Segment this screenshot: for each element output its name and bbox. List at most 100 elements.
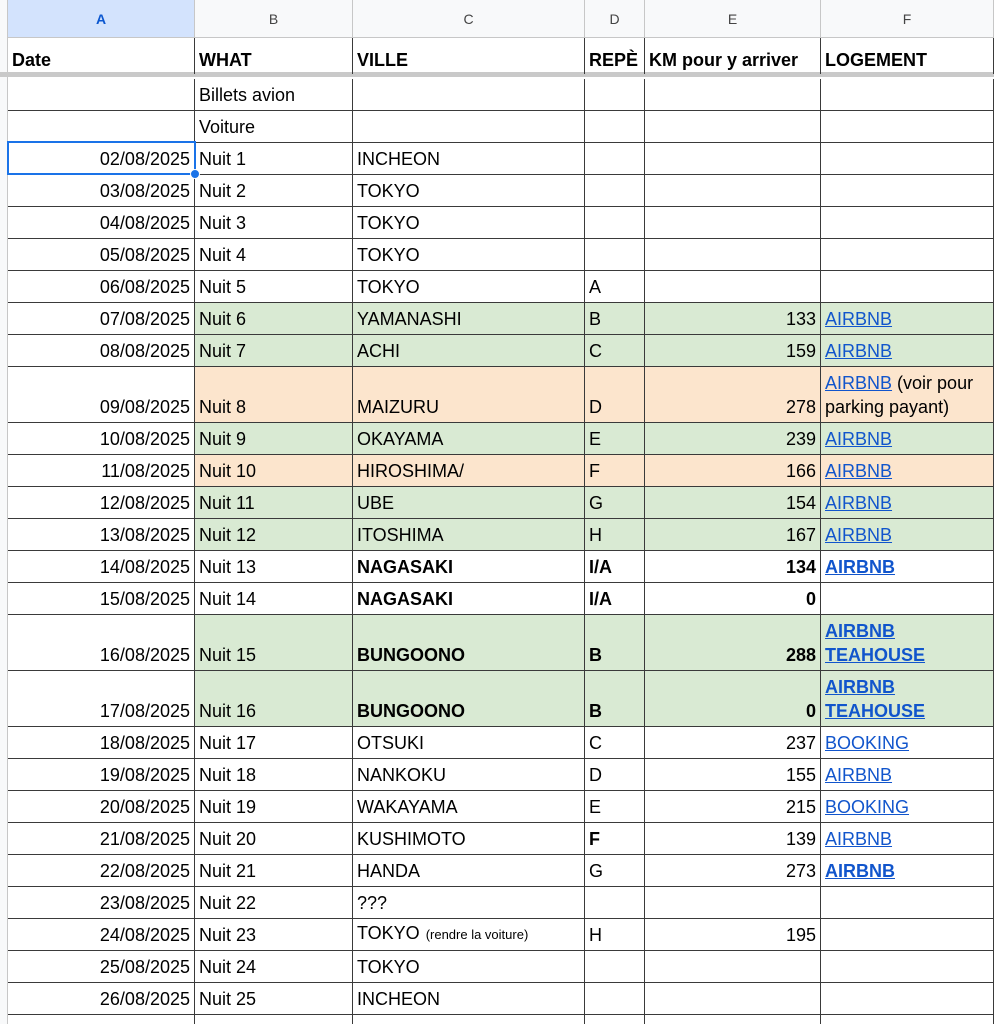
cell [645, 239, 821, 271]
cell-text: Nuit 9 [199, 429, 247, 449]
cell [821, 887, 994, 919]
cell-text: 21/08/2025 [99, 829, 190, 849]
cell-text: NAGASAKI [357, 557, 454, 577]
cell [195, 1015, 353, 1024]
link: TEAHOUSE [825, 645, 926, 665]
header-cell: VILLE [353, 38, 585, 74]
cell: I/A [585, 583, 645, 615]
cell-text: 23/08/2025 [99, 893, 190, 913]
cell: Nuit 1 [195, 143, 353, 175]
cell-text: ACHI [357, 341, 401, 361]
link: AIRBNB [825, 621, 895, 641]
cell-text: Nuit 19 [199, 797, 257, 817]
cell: Nuit 2 [195, 175, 353, 207]
cell: INCHEON [353, 983, 585, 1015]
cell-text: Nuit 23 [199, 925, 257, 945]
cell-text: 12/08/2025 [99, 493, 190, 513]
link[interactable]: AIRBNB [825, 341, 893, 361]
cell: 278 [645, 367, 821, 423]
cell: H [585, 519, 645, 551]
link[interactable]: AIRBNB [825, 765, 893, 785]
cell [353, 111, 585, 143]
cell: 23/08/2025 [8, 887, 195, 919]
cell-text: A [589, 277, 602, 297]
cell-text: 07/08/2025 [99, 309, 190, 329]
cell: KUSHIMOTO [353, 823, 585, 855]
cell: AIRBNB [821, 487, 994, 519]
link[interactable]: AIRBNB [825, 525, 893, 545]
cell-text: D [589, 397, 602, 417]
cell: NAGASAKI [353, 551, 585, 583]
cell-text: Nuit 20 [199, 829, 257, 849]
link[interactable]: AIRBNB [825, 493, 893, 513]
cell: F [585, 823, 645, 855]
cell: AIRBNB [821, 455, 994, 487]
cell: 26/08/2025 [8, 983, 195, 1015]
cell-text: Nuit 22 [199, 893, 257, 913]
cell-text: 159 [785, 341, 816, 361]
cell: 159 [645, 335, 821, 367]
link[interactable]: BOOKING [825, 797, 910, 817]
cell: AIRBNB [821, 823, 994, 855]
cell [821, 919, 994, 951]
cell: 09/08/2025 [8, 367, 195, 423]
cell [645, 175, 821, 207]
link[interactable]: BOOKING [825, 733, 910, 753]
cell [585, 143, 645, 175]
cell-content: AIRBNB (voir pour parking payant) [825, 371, 989, 419]
cell-text: HANDA [357, 861, 421, 881]
cell: 07/08/2025 [8, 303, 195, 335]
cell: 195 [645, 919, 821, 951]
cell-text: HIROSHIMA/ [357, 461, 465, 481]
link[interactable]: AIRBNB [825, 429, 893, 449]
cell [585, 175, 645, 207]
cell: Nuit 15 [195, 615, 353, 671]
cell-text: Nuit 5 [199, 277, 247, 297]
cell: Billets avion [195, 79, 353, 111]
link[interactable]: AIRBNB [825, 461, 893, 481]
cell: Nuit 11 [195, 487, 353, 519]
cell: G [585, 487, 645, 519]
cell: 288 [645, 615, 821, 671]
cell-text: TOKYO [357, 181, 420, 201]
cell: Nuit 12 [195, 519, 353, 551]
link[interactable]: AIRBNB [825, 373, 893, 393]
cell-text: TOKYO [357, 245, 420, 265]
cell [645, 79, 821, 111]
cell: 22/08/2025 [8, 855, 195, 887]
cell: UBE [353, 487, 585, 519]
link[interactable]: AIRBNB [825, 861, 895, 881]
cell-text: Nuit 21 [199, 861, 257, 881]
cell-note: (rendre la voiture) [425, 927, 529, 942]
cell-text: G [589, 493, 604, 513]
cell-text: 04/08/2025 [99, 213, 190, 233]
cell: TOKYO [353, 239, 585, 271]
link[interactable]: AIRBNB [825, 557, 895, 577]
cell: G [585, 855, 645, 887]
cell-text: 237 [785, 733, 816, 753]
cell: Nuit 19 [195, 791, 353, 823]
cell-text: B [589, 701, 602, 721]
cell: AIRBNB [821, 303, 994, 335]
cell-text: NANKOKU [357, 765, 447, 785]
cell: C [585, 727, 645, 759]
cell: AIRBNB [821, 759, 994, 791]
cell: TOKYO [353, 271, 585, 303]
cell: 15/08/2025 [8, 583, 195, 615]
cell-text: 166 [785, 461, 816, 481]
cell: 18/08/2025 [8, 727, 195, 759]
link[interactable]: AIRBNB [825, 829, 893, 849]
fill-handle [190, 169, 200, 179]
cell [821, 583, 994, 615]
cell-text: G [589, 861, 604, 881]
cell-text: (voir pour parking payant) [825, 373, 974, 417]
link: TEAHOUSE [825, 701, 926, 721]
cell-text: D [589, 765, 602, 785]
cell-lines: AIRBNB TEAHOUSE [825, 619, 925, 667]
cell: Nuit 5 [195, 271, 353, 303]
cell-text: UBE [357, 493, 395, 513]
cell: 0 [645, 583, 821, 615]
cell: I/A [585, 551, 645, 583]
link[interactable]: AIRBNB [825, 309, 893, 329]
